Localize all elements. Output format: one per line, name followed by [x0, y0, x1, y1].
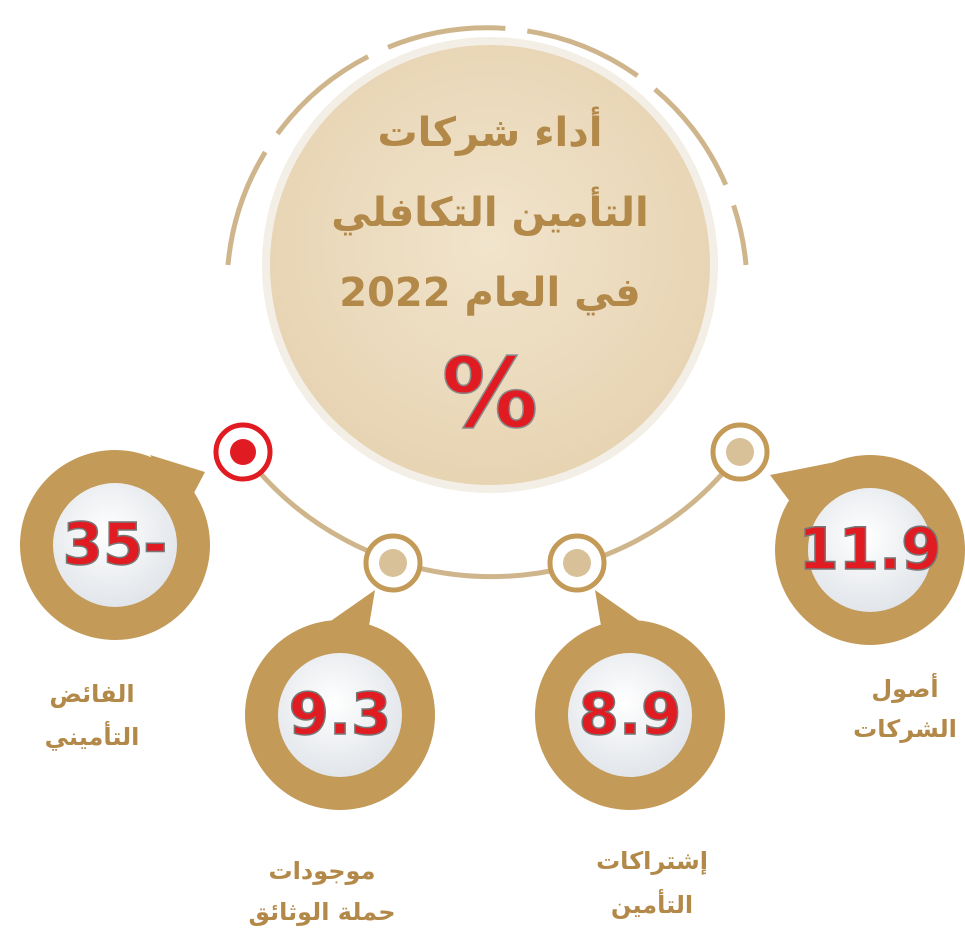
unit: %	[442, 337, 538, 449]
label: التأميني	[45, 721, 140, 751]
node	[710, 422, 770, 482]
title-line: التأمين التكافلي	[331, 186, 648, 236]
bubble	[770, 455, 965, 645]
label: التأمين	[611, 889, 693, 919]
label: إشتراكات	[596, 847, 708, 875]
bubble	[245, 590, 435, 810]
value: 35-	[63, 510, 168, 578]
center-circle	[270, 45, 710, 485]
value: 9.3	[289, 680, 392, 748]
bubble	[20, 450, 210, 640]
value: 8.9	[579, 680, 682, 748]
node	[213, 422, 273, 482]
node	[547, 533, 607, 593]
label: الشركات	[853, 715, 957, 743]
bubble	[535, 590, 725, 810]
outer-arc	[225, 25, 749, 266]
node	[363, 533, 423, 593]
title-line: أداء شركات	[377, 106, 602, 156]
label: الفائض	[49, 680, 134, 708]
title-line: في العام 2022	[339, 270, 640, 316]
label: أصول	[871, 673, 938, 703]
label: حملة الوثائق	[248, 898, 395, 926]
connector-arc	[240, 450, 743, 580]
label: موجودات	[269, 857, 376, 885]
value: 11.9	[798, 515, 941, 583]
